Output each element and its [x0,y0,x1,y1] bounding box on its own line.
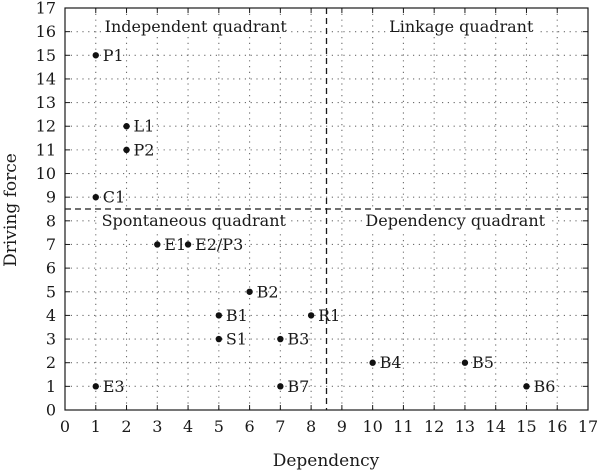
y-tick-label: 14 [36,69,56,88]
x-tick-label: 12 [424,417,444,436]
y-tick-label: 11 [36,140,56,159]
plot-border [64,7,589,411]
quadrant-label-background [98,210,290,231]
data-point [523,383,530,390]
point-label: E3 [103,377,125,396]
y-tick-label: 2 [46,353,56,372]
quadrant-label-background [362,210,549,231]
x-tick-label: 7 [275,417,285,436]
point-label: P1 [103,46,124,65]
x-tick-label: 1 [91,417,101,436]
quadrant-dividers [65,8,588,410]
point-label: B5 [472,353,494,372]
quadrant-label-background [386,16,537,37]
x-tick-label: 6 [244,417,254,436]
x-tick-label: 15 [516,417,536,436]
x-tick-label: 4 [183,417,193,436]
plot-frame [64,7,589,411]
point-label: E2/P3 [195,235,243,254]
y-tick-label: 12 [36,117,56,136]
data-point [123,146,130,154]
point-label: B2 [257,282,279,301]
data-point [215,335,223,343]
point-label: B6 [533,377,555,396]
x-tick-label: 16 [547,417,567,436]
y-tick-label: 0 [46,401,56,420]
data-point [277,383,284,390]
x-tick-label: 14 [486,417,506,436]
x-tick-label: 0 [60,417,70,436]
y-tick-label: 7 [46,235,56,254]
quadrant-label: Dependency quadrant [365,211,545,230]
y-tick-label: 16 [36,22,56,41]
x-tick-label: 17 [578,417,598,436]
point-label: B1 [226,306,248,325]
quadrant-label-background [101,16,291,37]
y-tick-label: 4 [46,306,56,325]
x-tick-label: 11 [393,417,413,436]
point-label: E1 [164,235,186,254]
x-tick-label: 13 [455,417,475,436]
y-tick-label: 13 [36,93,56,112]
y-axis-label: Driving force [1,153,21,267]
data-point [369,359,376,366]
data-point [307,312,315,319]
data-point [184,241,192,248]
point-label: L1 [134,117,155,136]
quadrant-label: Spontaneous quadrant [102,211,287,230]
data-points: P1 L1 P2 C1 E1 E2/P3 B2 B1 R1 S1 B3 B4 B5 E3 B7 B6 [92,46,555,396]
point-label: P2 [134,140,155,159]
y-tick-label: 6 [46,259,56,278]
x-tick-label: 9 [337,417,347,436]
y-tick-label: 17 [36,0,56,18]
data-point [154,241,161,248]
data-point [92,193,99,201]
x-tick-label: 10 [362,417,382,436]
data-point [123,123,130,130]
x-tick-label: 5 [214,417,224,436]
point-label: B4 [380,353,402,372]
data-point [461,359,469,366]
x-tick-label: 3 [152,417,162,436]
y-tick-label: 8 [46,211,56,230]
quadrant-label: Independent quadrant [105,17,288,36]
point-label: S1 [226,330,247,349]
quadrant-labels: Independent quadrant Linkage quadrant Spon… [98,16,549,231]
axis-ticks: 0 1 2 3 4 5 6 7 8 9 10 11 12 13 14 15 16 1701234567891011… [36,0,599,436]
y-tick-label: 3 [46,330,56,349]
y-tick-label: 10 [36,164,56,183]
data-point [277,335,284,343]
data-point [215,312,223,319]
point-label: R1 [318,306,340,325]
quadrant-label: Linkage quadrant [389,17,534,36]
point-label: C1 [103,188,125,207]
y-tick-label: 15 [36,46,56,65]
y-tick-label: 9 [46,188,56,207]
x-axis-label: Dependency [273,451,380,471]
data-point [92,383,99,390]
point-label: B7 [287,377,309,396]
data-point [92,52,99,59]
x-tick-label: 8 [306,417,316,436]
x-tick-label: 2 [121,417,131,436]
data-point [246,288,253,295]
y-tick-label: 5 [46,282,56,301]
y-tick-label: 1 [46,377,56,396]
point-label: B3 [287,330,309,349]
